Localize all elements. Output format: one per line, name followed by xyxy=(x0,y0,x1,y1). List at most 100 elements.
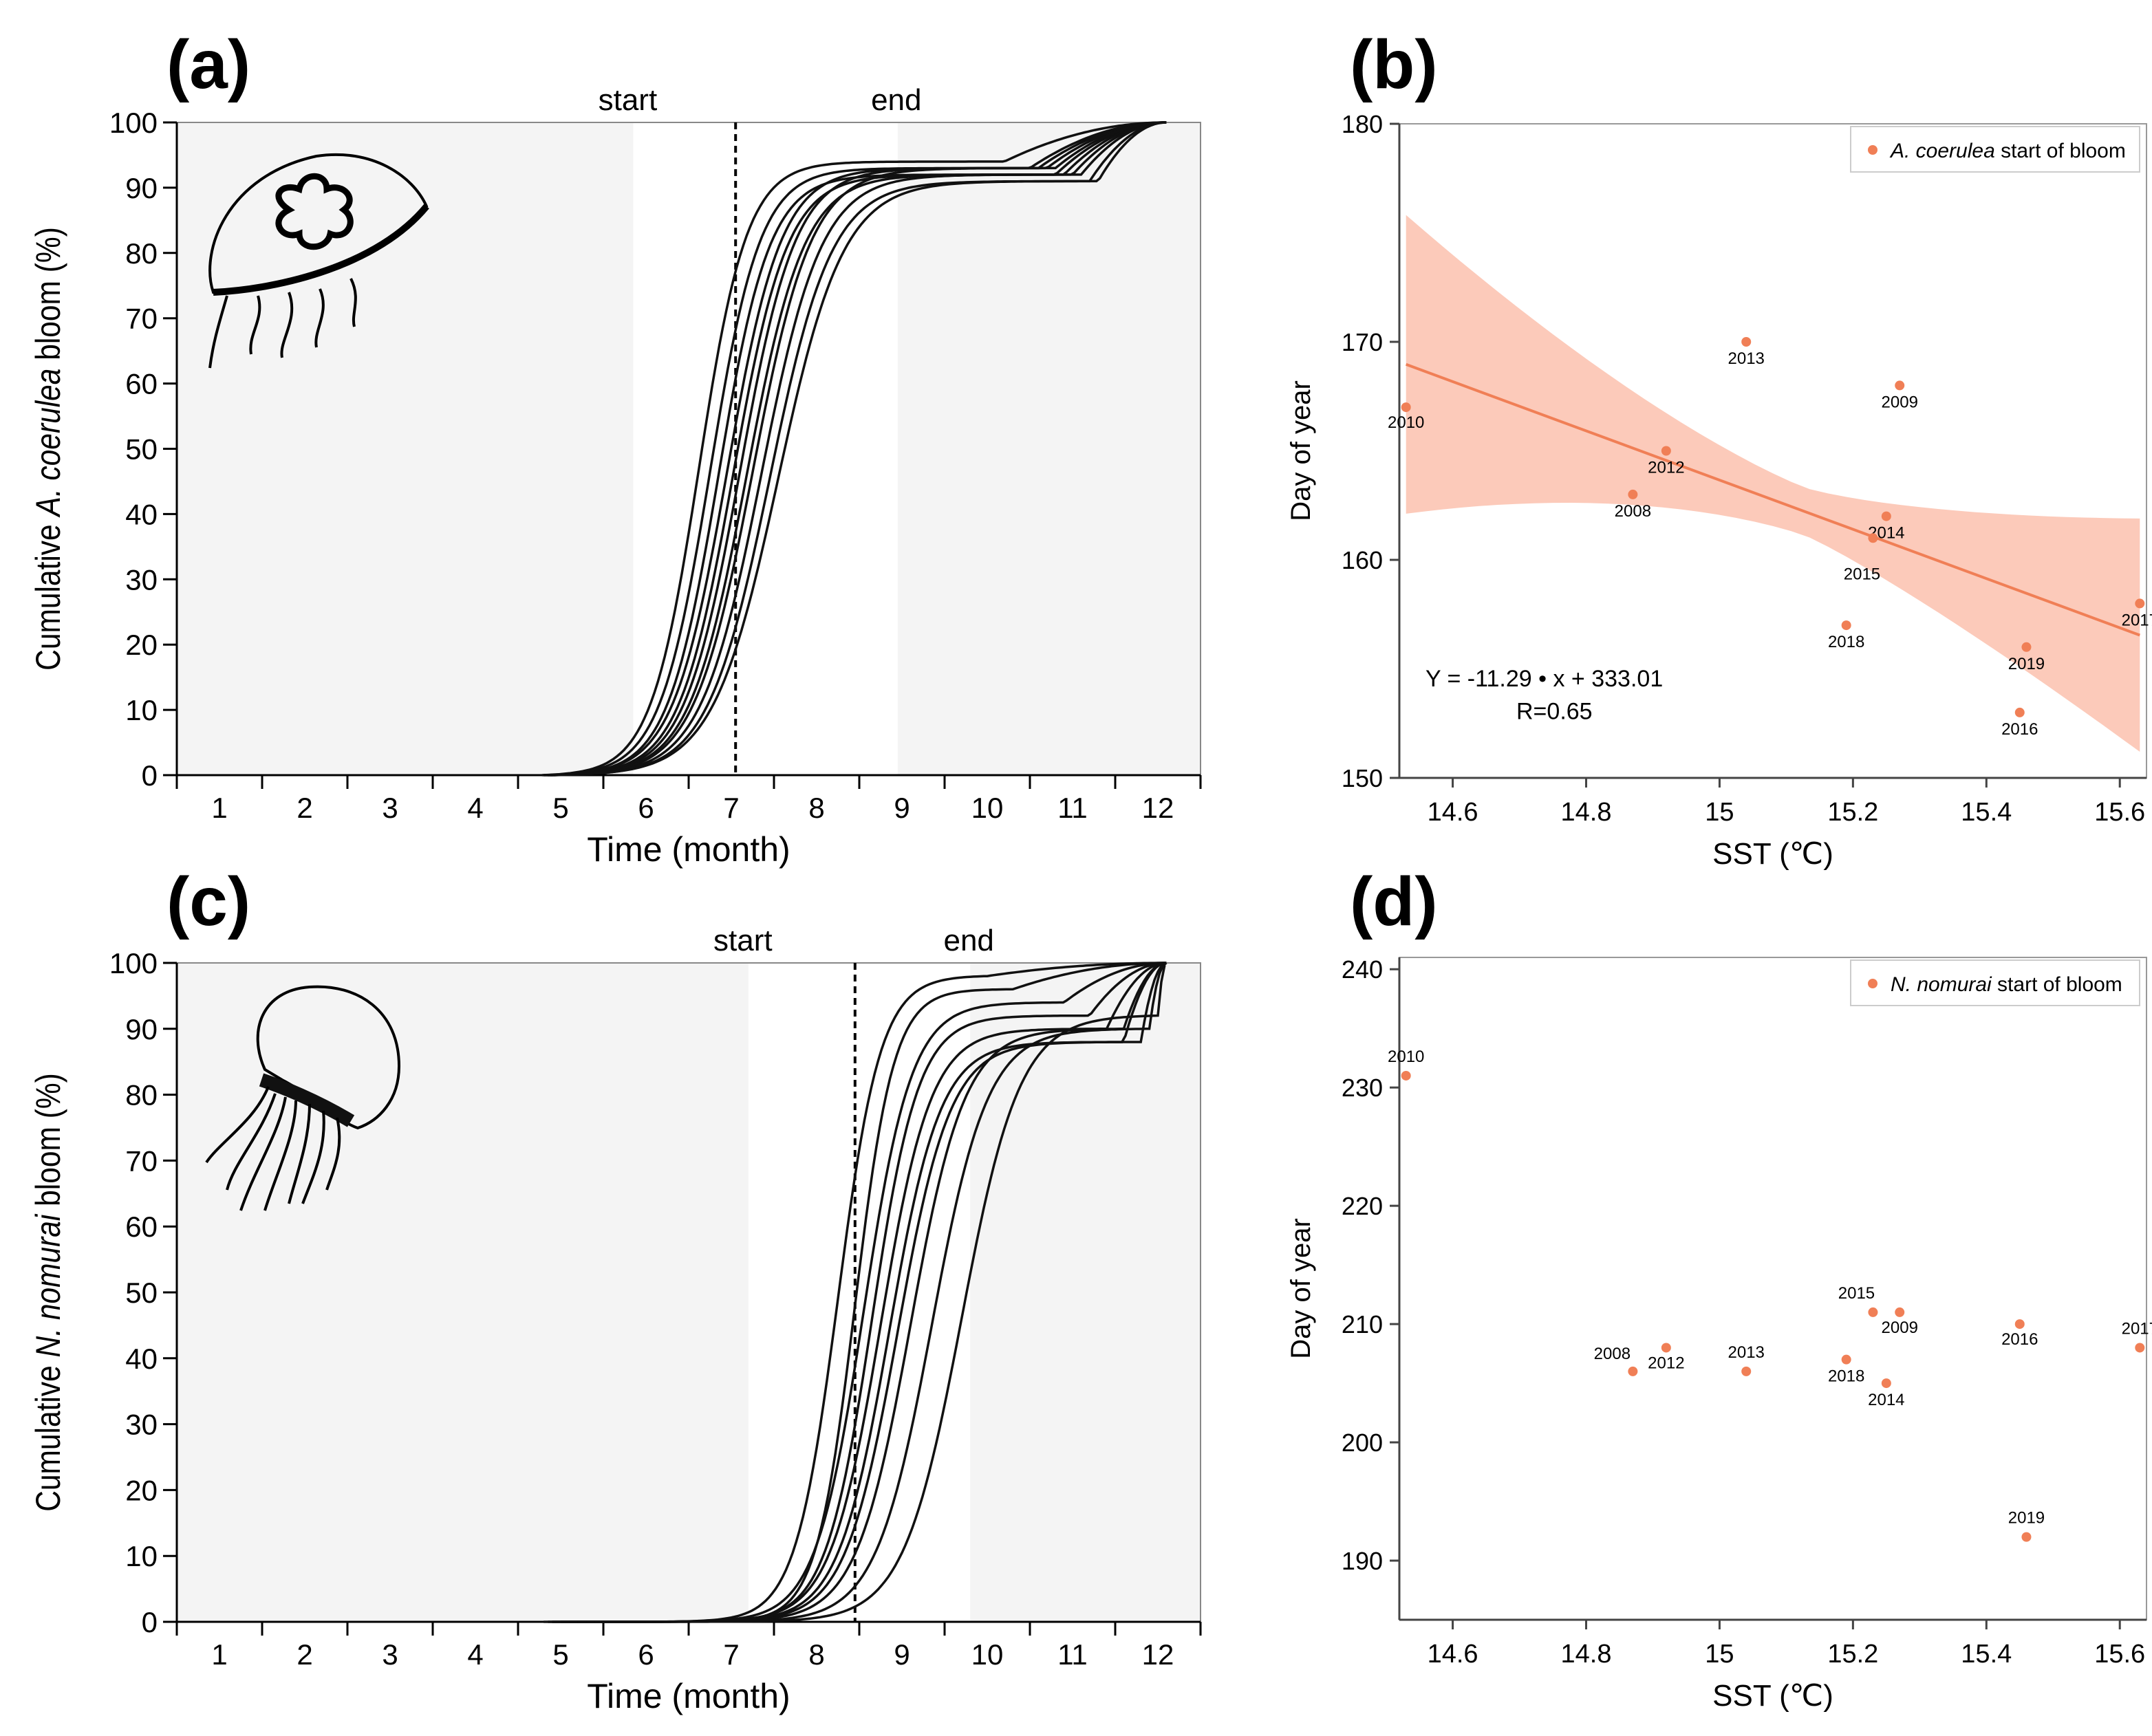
point-label: 2018 xyxy=(1828,633,1864,651)
y-tick-label: 80 xyxy=(125,1079,158,1111)
bloom-curve-10 xyxy=(594,964,1166,1623)
x-tick-label: 7 xyxy=(723,792,739,824)
x-tick-label: 15.2 xyxy=(1827,798,1878,827)
x-axis-title: SST (℃) xyxy=(1712,837,1833,871)
x-tick-label: 11 xyxy=(1057,1638,1088,1671)
y-tick-label: 40 xyxy=(125,498,158,530)
point-label: 2016 xyxy=(2001,1330,2038,1349)
data-point-2017 xyxy=(2135,598,2145,609)
x-tick-label: 3 xyxy=(382,1638,398,1671)
y-tick-label: 210 xyxy=(1342,1310,1383,1338)
legend-box xyxy=(1850,126,2140,173)
data-point-2012 xyxy=(1661,1343,1671,1353)
y-tick-label: 240 xyxy=(1342,955,1383,984)
data-point-2015 xyxy=(1868,1307,1878,1317)
point-label: 2010 xyxy=(1388,1048,1424,1066)
y-tick-label: 10 xyxy=(125,694,158,726)
point-label: 2019 xyxy=(2008,655,2045,673)
end-label: end xyxy=(943,924,993,957)
panel-b-label: (b) xyxy=(1350,26,1438,103)
x-tick-label: 12 xyxy=(1142,1638,1174,1671)
data-point-2009 xyxy=(1895,1307,1905,1317)
point-label: 2009 xyxy=(1882,393,1918,411)
point-label: 2017 xyxy=(2122,1319,2152,1338)
x-tick-label: 9 xyxy=(894,1638,910,1671)
x-tick-label: 15 xyxy=(1705,1640,1734,1669)
x-tick-label: 15 xyxy=(1705,798,1734,827)
y-tick-label: 30 xyxy=(125,563,158,596)
x-tick-label: 14.6 xyxy=(1428,798,1478,827)
bloom-curve-1 xyxy=(541,121,1167,777)
x-tick-label: 14.8 xyxy=(1561,1640,1612,1669)
y-tick-label: 100 xyxy=(109,947,158,979)
x-tick-label: 8 xyxy=(808,1638,824,1671)
panel-c: (c) 1 2 3 4 5 6 7 8 9 10 11 12010203040506070809010… xyxy=(29,863,1202,1715)
y-tick-label: 50 xyxy=(125,433,158,466)
data-point-2015 xyxy=(1868,533,1878,543)
y-tick-label: 230 xyxy=(1342,1074,1383,1102)
x-tick-label: 10 xyxy=(971,1638,1004,1671)
panel-d: (d) 14.6 14.8 15 15.2 15.4 15.6 190 200 210 220 23… xyxy=(1286,863,2152,1713)
y-tick-label: 60 xyxy=(125,368,158,400)
start-label: start xyxy=(713,924,773,957)
data-point-2012 xyxy=(1661,446,1671,456)
point-label: 2012 xyxy=(1648,459,1684,477)
confidence-band xyxy=(1406,215,2140,752)
point-label: 2015 xyxy=(1838,1284,1875,1303)
y-tick-label: 100 xyxy=(109,107,158,139)
data-point-2014 xyxy=(1881,511,1891,521)
point-label: 2013 xyxy=(1728,349,1765,368)
x-tick-label: 5 xyxy=(552,1638,568,1671)
y-tick-label: 170 xyxy=(1342,328,1383,356)
x-tick-label: 4 xyxy=(467,1638,483,1671)
x-tick-label: 8 xyxy=(808,792,824,824)
bloom-curve-4 xyxy=(544,121,1165,777)
point-label: 2015 xyxy=(1844,565,1880,583)
jellyfish-icon xyxy=(208,153,429,369)
x-tick-label: 11 xyxy=(1057,792,1088,824)
shaded-region-before xyxy=(177,122,634,775)
x-tick-label: 10 xyxy=(971,792,1004,824)
x-tick-label: 1 xyxy=(211,792,227,824)
point-label: 2010 xyxy=(1388,413,1424,432)
point-label: 2018 xyxy=(1828,1367,1864,1386)
x-tick-label: 1 xyxy=(211,1638,227,1671)
data-point-2018 xyxy=(1841,620,1851,631)
y-tick-label: 60 xyxy=(125,1211,158,1243)
data-point-2017 xyxy=(2135,1343,2145,1353)
point-label: 2012 xyxy=(1648,1354,1684,1372)
y-tick-label: 70 xyxy=(125,303,158,335)
legend-marker xyxy=(1868,145,1877,155)
data-point-2018 xyxy=(1841,1354,1851,1365)
point-label: 2016 xyxy=(2001,720,2038,739)
x-tick-label: 2 xyxy=(297,1638,312,1671)
y-axis-title: Cumulative A. coerulea bloom (%) xyxy=(29,227,67,671)
y-tick-label: 220 xyxy=(1342,1192,1383,1220)
x-tick-label: 15.6 xyxy=(2094,798,2145,827)
regression-line xyxy=(1406,362,2140,637)
y-tick-label: 0 xyxy=(142,1606,158,1638)
jellyfish-icon xyxy=(205,985,401,1211)
y-tick-label: 180 xyxy=(1342,110,1383,138)
start-label: start xyxy=(599,83,658,117)
x-tick-label: 6 xyxy=(638,1638,654,1671)
bloom-curve-11 xyxy=(550,121,1165,777)
regression-equation: Y = -11.29 • x + 333.01 xyxy=(1425,666,1663,692)
x-tick-label: 15.2 xyxy=(1827,1640,1878,1669)
data-point-2008 xyxy=(1628,1366,1638,1376)
legend-marker xyxy=(1868,979,1877,988)
y-tick-label: 50 xyxy=(125,1277,158,1309)
y-tick-label: 70 xyxy=(125,1144,158,1177)
bloom-curve-9 xyxy=(552,121,1167,777)
x-tick-label: 3 xyxy=(382,792,398,824)
x-tick-label: 14.6 xyxy=(1428,1640,1478,1669)
x-tick-label: 4 xyxy=(467,792,483,824)
data-point-2016 xyxy=(2014,707,2025,717)
data-point-2014 xyxy=(1881,1378,1891,1389)
end-label: end xyxy=(871,83,921,117)
data-point-2019 xyxy=(2021,642,2032,652)
y-tick-label: 10 xyxy=(125,1540,158,1572)
y-axis-title: Day of year xyxy=(1286,1218,1316,1359)
x-tick-label: 6 xyxy=(638,792,654,824)
legend-text: N. nomurai start of bloom xyxy=(1891,973,2122,996)
